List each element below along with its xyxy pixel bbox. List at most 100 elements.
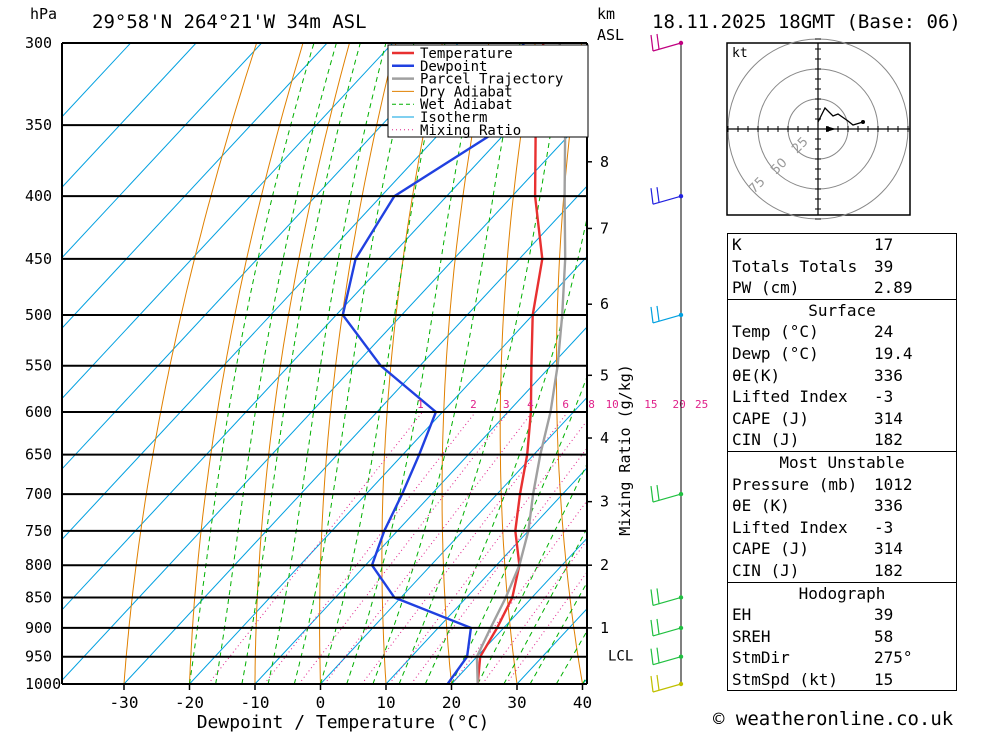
pressure-tick-label: 650 [25, 446, 52, 464]
wind-barb-flag [650, 675, 654, 693]
surface-label: Dewp (°C) [732, 343, 819, 363]
dry-adiabat-line [556, 43, 583, 684]
km-label: km [597, 5, 616, 23]
surface-value: -3 [874, 387, 894, 407]
pressure-tick-label: 700 [25, 485, 52, 503]
x-tick-label: 30 [507, 693, 526, 712]
wind-barb-staff [652, 656, 682, 666]
wind-barb-staff [652, 596, 682, 607]
index-label: PW (cm) [732, 278, 800, 298]
wind-barb-flag [650, 619, 654, 636]
isotherm-line [62, 44, 587, 611]
index-label: Totals Totals [732, 256, 858, 276]
hodograph-stat-value: 15 [874, 669, 894, 689]
wind-barb-flag [656, 674, 660, 691]
most-unstable-label: CIN (J) [732, 560, 800, 580]
legend-entry: Wet Adiabat [420, 97, 513, 113]
most-unstable-value: -3 [874, 517, 894, 537]
km-tick-label: 2 [600, 556, 609, 574]
hpa-label: hPa [30, 5, 58, 23]
wet-adiabat-line [529, 581, 587, 684]
isotherm-line [62, 43, 524, 541]
surface-row: Temp (°C) 24 [728, 321, 956, 343]
km-tick-label: 6 [600, 295, 609, 313]
wet-adiabat-line [477, 462, 587, 684]
pressure-tick-label: 550 [25, 357, 52, 375]
lcl-label: LCL [608, 649, 633, 665]
surface-row: θE(K) 336 [728, 365, 956, 387]
mixing-ratio-line [263, 411, 476, 684]
parcel-trajectory-line [475, 43, 567, 684]
surface-row: Lifted Index -3 [728, 386, 956, 408]
hodograph-unit-label: kt [732, 46, 748, 61]
most-unstable-row: Pressure (mb) 1012 [728, 474, 956, 496]
surface-label: Temp (°C) [732, 322, 819, 342]
surface-value: 336 [874, 365, 903, 385]
mixing-ratio-value: 20 [673, 398, 686, 411]
most-unstable-row: Lifted Index -3 [728, 517, 956, 539]
mixing-ratio-value: 10 [606, 398, 619, 411]
dry-adiabat-line [123, 43, 258, 684]
hodograph-trace [817, 106, 864, 126]
wind-barb-flag [650, 306, 654, 324]
hodograph-stat-value: 39 [874, 605, 894, 625]
surface-value: 182 [874, 430, 903, 450]
mixing-ratio-line [298, 411, 509, 684]
isotherm-line [62, 43, 262, 259]
mixing-ratio-value: 2 [470, 398, 477, 411]
wet-adiabat-line [189, 43, 315, 684]
most-unstable-value: 182 [874, 560, 903, 580]
isotherm-line [385, 467, 587, 684]
wet-adiabat-line [372, 43, 521, 684]
hodograph-stat-row: StmDir 275° [728, 647, 956, 669]
x-tick-label: 40 [573, 693, 592, 712]
mixing-ratio-axis-title: Mixing Ratio (g/kg) [616, 364, 634, 536]
surface-value: 314 [874, 408, 903, 428]
km-tick-label: 3 [600, 493, 609, 511]
wind-barb-staff [652, 314, 682, 324]
most-unstable-row: CIN (J) 182 [728, 560, 956, 582]
legend-entry: Parcel Trajectory [420, 72, 563, 88]
index-row: PW (cm) 2.89 [728, 277, 956, 299]
isotherm-line [62, 43, 131, 118]
x-tick-label: -30 [110, 693, 139, 712]
legend-entry: Dry Adiabat [420, 84, 513, 100]
mixing-ratio-value: 3 [503, 398, 510, 411]
wet-adiabat-line [320, 43, 446, 684]
km-tick-label: 1 [600, 619, 609, 637]
x-tick-label: -20 [175, 693, 204, 712]
surface-label: Lifted Index [732, 387, 848, 407]
legend-entry: Isotherm [420, 110, 487, 126]
most-unstable-value: 1012 [874, 474, 913, 494]
dewpoint-line [341, 43, 525, 684]
surface-value: 19.4 [874, 343, 913, 363]
isotherm-line [62, 114, 587, 681]
isotherm-line [62, 43, 328, 329]
pressure-tick-label: 950 [25, 648, 52, 666]
wet-adiabat-line [215, 43, 337, 684]
wind-barb-flag [656, 647, 660, 663]
copyright-text: © weatheronline.co.uk [713, 708, 954, 730]
datetime-title: 18.11.2025 18GMT (Base: 06) [652, 11, 961, 33]
mixing-ratio-value: 25 [695, 398, 708, 411]
mixing-ratio-value: 8 [588, 398, 595, 411]
wind-barb-flag [656, 187, 660, 203]
dry-adiabat-line [189, 43, 304, 684]
legend-entry: Temperature [420, 46, 513, 62]
mixing-ratio-value: 1 [417, 398, 424, 411]
wind-barb-staff [652, 195, 682, 205]
isotherm-line [320, 396, 587, 684]
hodograph-stat-label: EH [732, 605, 752, 625]
most-unstable-row: CAPE (J) 314 [728, 538, 956, 560]
surface-value: 24 [874, 322, 894, 342]
dry-adiabat-line [441, 43, 490, 684]
location-title: 29°58'N 264°21'W 34m ASL [92, 11, 367, 33]
isotherm-line [123, 185, 587, 684]
wind-barb-flag [650, 486, 654, 503]
surface-row: Dewp (°C) 19.4 [728, 343, 956, 365]
legend-box [387, 44, 589, 138]
pressure-tick-label: 350 [25, 116, 52, 134]
index-value: 2.89 [874, 278, 913, 298]
wind-barb-flag [650, 34, 654, 52]
